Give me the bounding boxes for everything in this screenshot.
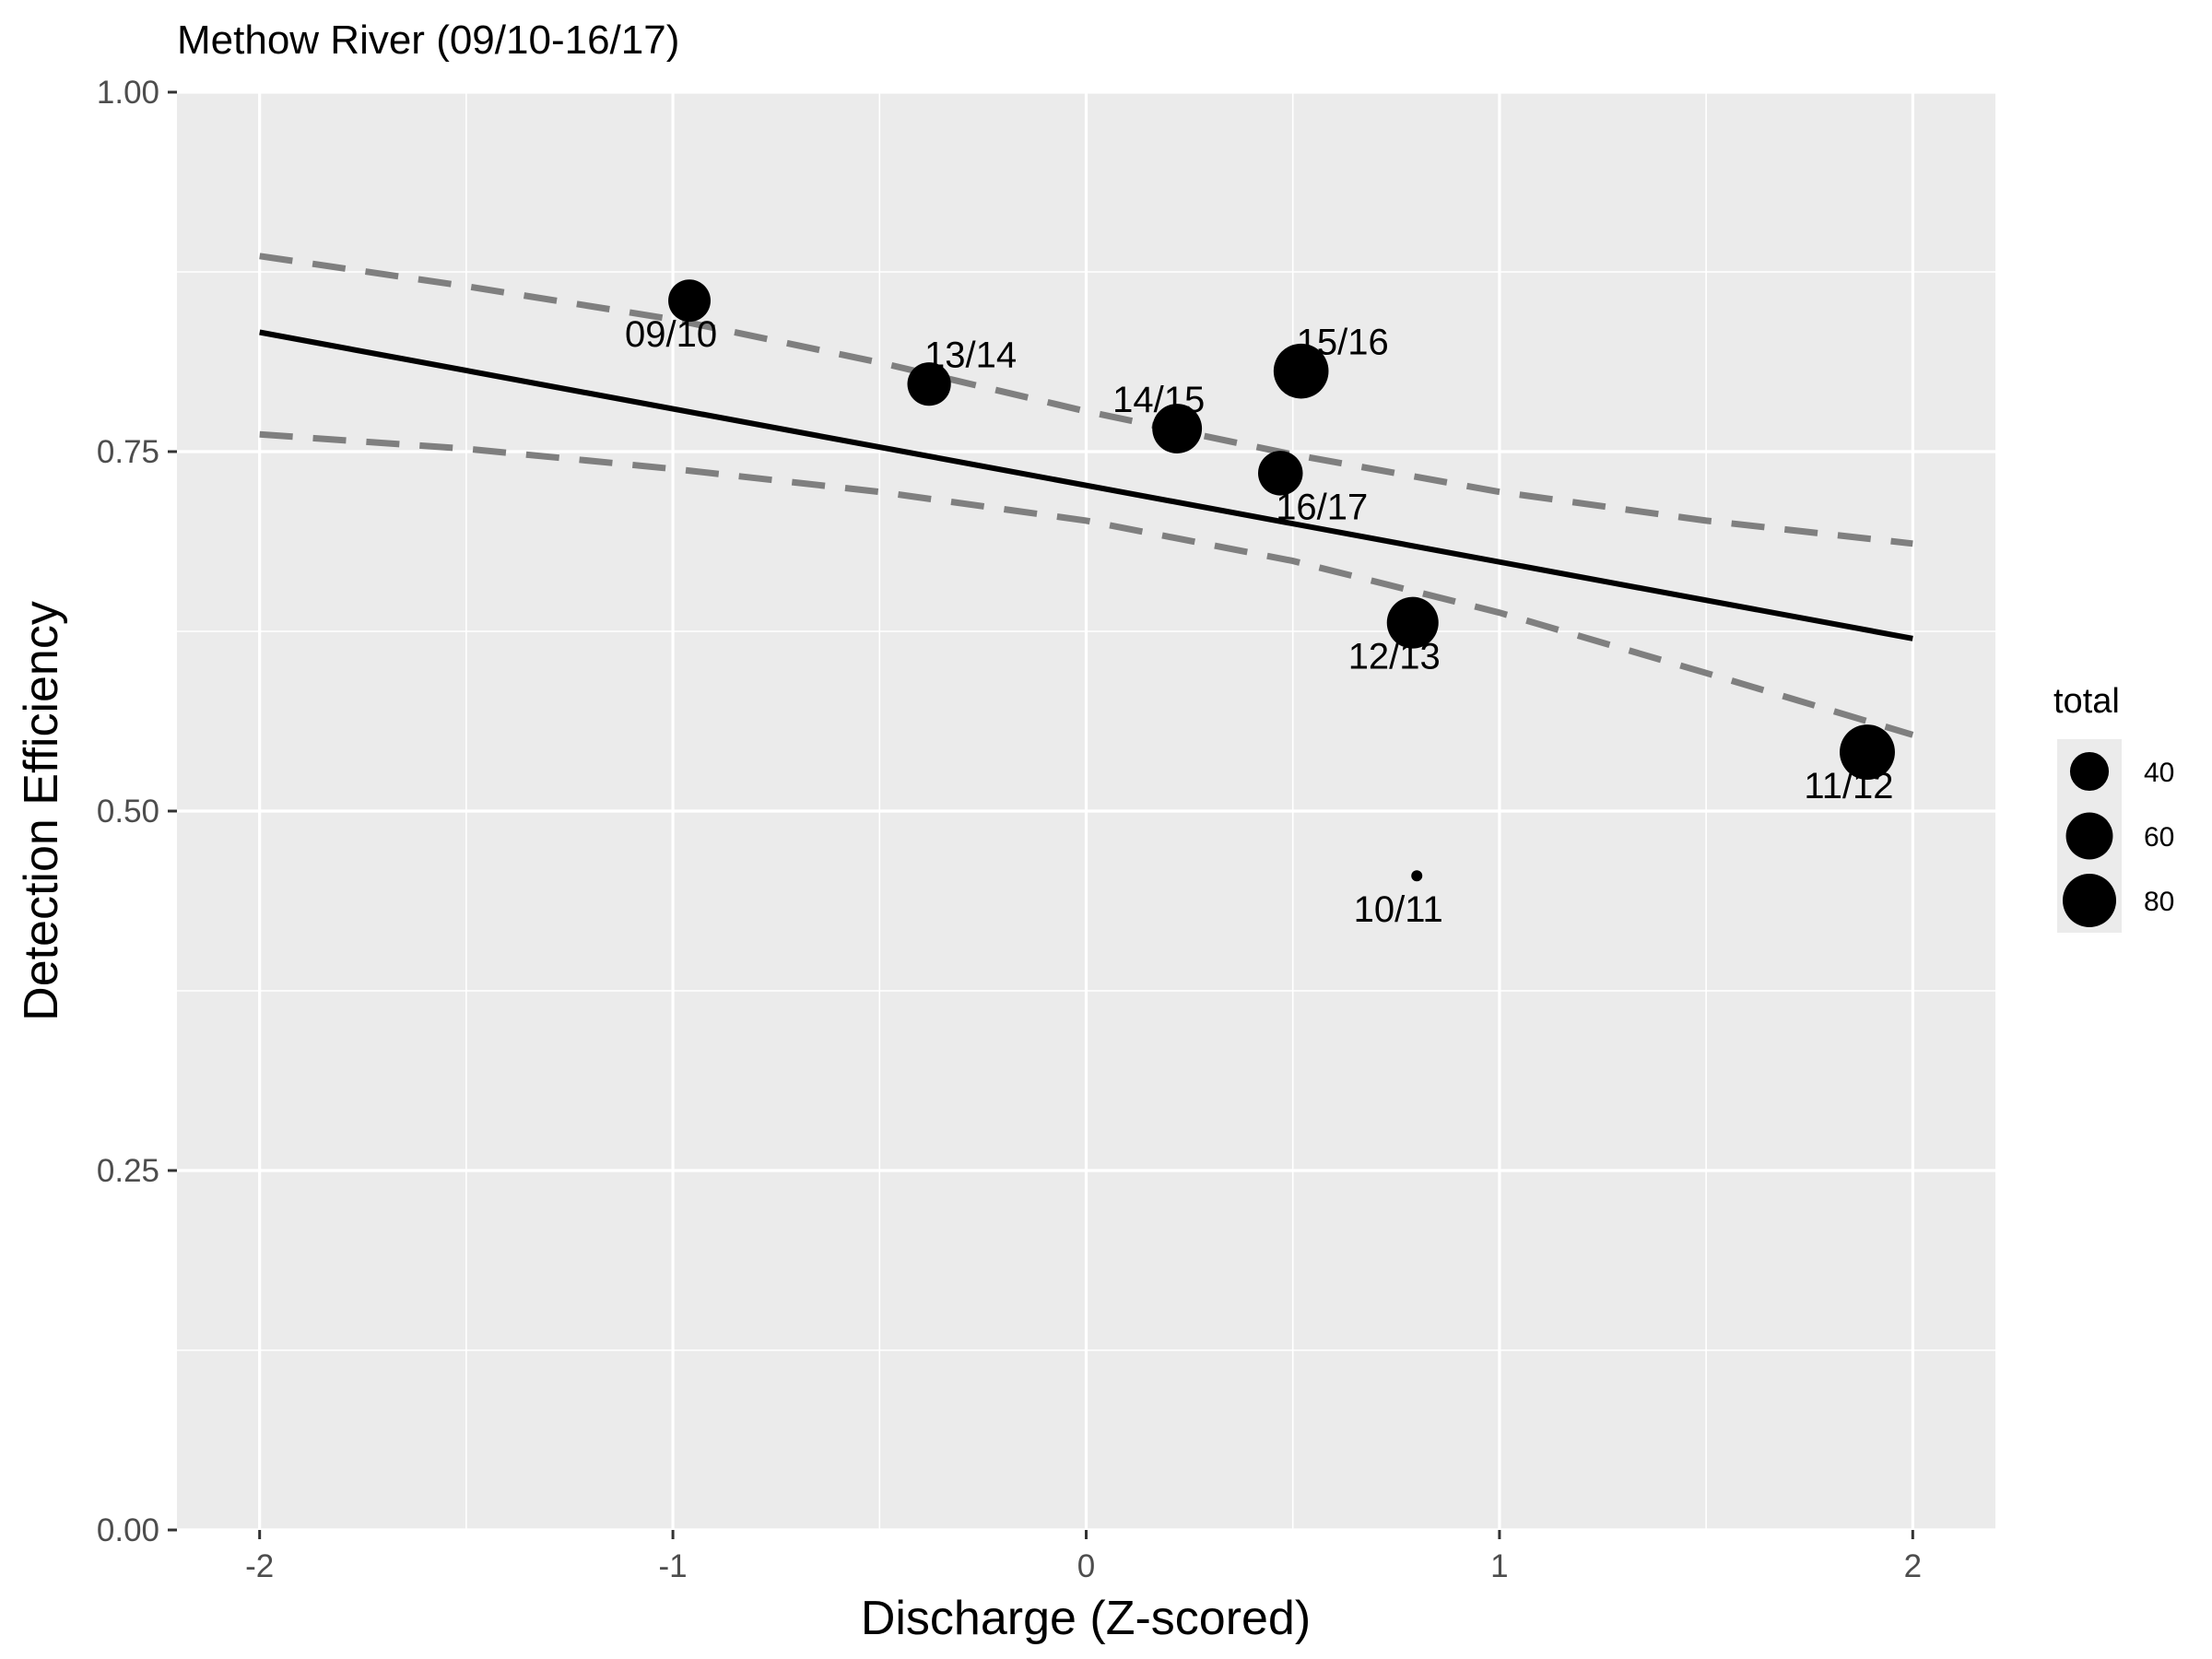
confidence-band-lines [259, 253, 1914, 738]
legend-key-label: 60 [2144, 822, 2174, 853]
y-axis-label: Detection Efficiency [15, 601, 68, 1021]
x-axis: -2 -1 0 1 2 [245, 1530, 1922, 1584]
y-tick-label: 1.00 [97, 75, 159, 111]
data-point-label: 09/10 [625, 314, 717, 355]
data-point [907, 362, 951, 406]
y-tick-label: 0.75 [97, 434, 159, 470]
x-tick-label: 0 [1077, 1548, 1095, 1584]
data-point [1152, 404, 1203, 453]
data-point [1840, 724, 1895, 781]
legend-title: total [2053, 682, 2120, 721]
data-point-label: 13/14 [924, 335, 1017, 376]
y-tick-label: 0.50 [97, 794, 159, 830]
data-points [668, 279, 1895, 882]
data-point-label: 16/17 [1276, 487, 1368, 527]
y-axis: 0.00 0.25 0.50 0.75 1.00 [97, 75, 177, 1548]
x-tick-label: 1 [1490, 1548, 1508, 1584]
data-point-labels: 09/10 13/14 14/15 15/16 16/17 12/13 11/12 10/11 [625, 314, 1894, 930]
data-point-label: 10/11 [1354, 889, 1443, 930]
data-point [1258, 451, 1303, 496]
y-tick-label: 0.00 [97, 1512, 159, 1548]
ci-lower-line [259, 430, 1914, 738]
legend-keys: 40 60 80 [2057, 739, 2174, 933]
data-point-label: 11/12 [1804, 766, 1893, 806]
x-tick-label: -1 [659, 1548, 688, 1584]
x-tick-label: -2 [245, 1548, 274, 1584]
fit-line [259, 329, 1913, 641]
legend-key-label: 40 [2144, 758, 2174, 788]
ci-upper-line [259, 253, 1913, 547]
legend-key-symbol [2065, 812, 2113, 860]
data-point [1386, 596, 1439, 649]
x-axis-label: Discharge (Z-scored) [861, 1592, 1311, 1645]
data-point [1273, 343, 1329, 399]
legend-key-symbol [2069, 751, 2110, 792]
legend: total 40 60 80 [2053, 682, 2174, 933]
y-tick-label: 0.25 [97, 1153, 159, 1189]
data-point [1411, 870, 1423, 882]
legend-key-symbol [2062, 873, 2117, 928]
data-point-label: 12/13 [1348, 637, 1441, 677]
chart-title: Methow River (09/10-16/17) [177, 18, 679, 63]
x-tick-label: 2 [1904, 1548, 1922, 1584]
data-point-label: 14/15 [1112, 380, 1205, 420]
data-point-label: 15/16 [1297, 323, 1389, 363]
fit-line-group [259, 329, 1913, 641]
legend-key-label: 80 [2144, 887, 2174, 917]
data-point [668, 279, 711, 323]
